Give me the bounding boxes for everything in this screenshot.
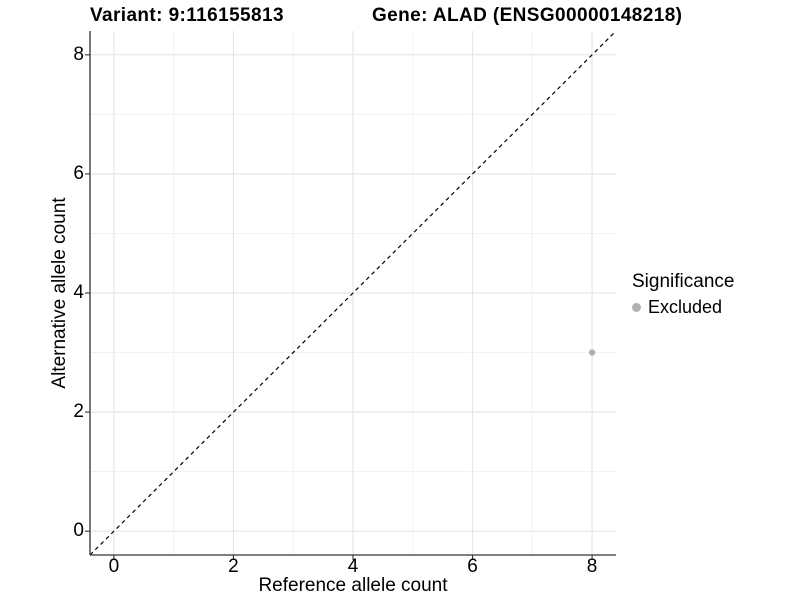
plot-title-gene: Gene: ALAD (ENSG00000148218) bbox=[372, 5, 683, 26]
plot-area bbox=[85, 31, 617, 560]
y-tick-label: 4 bbox=[73, 282, 84, 303]
y-tick-label: 0 bbox=[73, 520, 84, 542]
data-point-excluded bbox=[588, 349, 596, 356]
legend-point-icon bbox=[632, 302, 641, 312]
x-tick-label: 8 bbox=[586, 556, 598, 577]
y-tick-label: 8 bbox=[73, 43, 84, 65]
legend-item-label: Excluded bbox=[648, 297, 723, 317]
x-tick-label: 4 bbox=[347, 556, 359, 577]
x-tick-label: 0 bbox=[108, 556, 120, 577]
identity-dashed-line bbox=[89, 31, 617, 556]
x-axis-title: Reference allele count bbox=[258, 575, 448, 596]
x-tick-label: 2 bbox=[228, 556, 239, 577]
x-tick-label: 6 bbox=[467, 556, 478, 577]
plot-title-variant: Variant: 9:116155813 bbox=[90, 5, 284, 26]
legend: Significance Excluded bbox=[632, 270, 734, 318]
y-tick-label: 2 bbox=[73, 401, 84, 423]
y-tick-label: 6 bbox=[73, 162, 84, 184]
legend-title: Significance bbox=[632, 271, 735, 292]
legend-item-excluded: Excluded bbox=[632, 296, 734, 318]
